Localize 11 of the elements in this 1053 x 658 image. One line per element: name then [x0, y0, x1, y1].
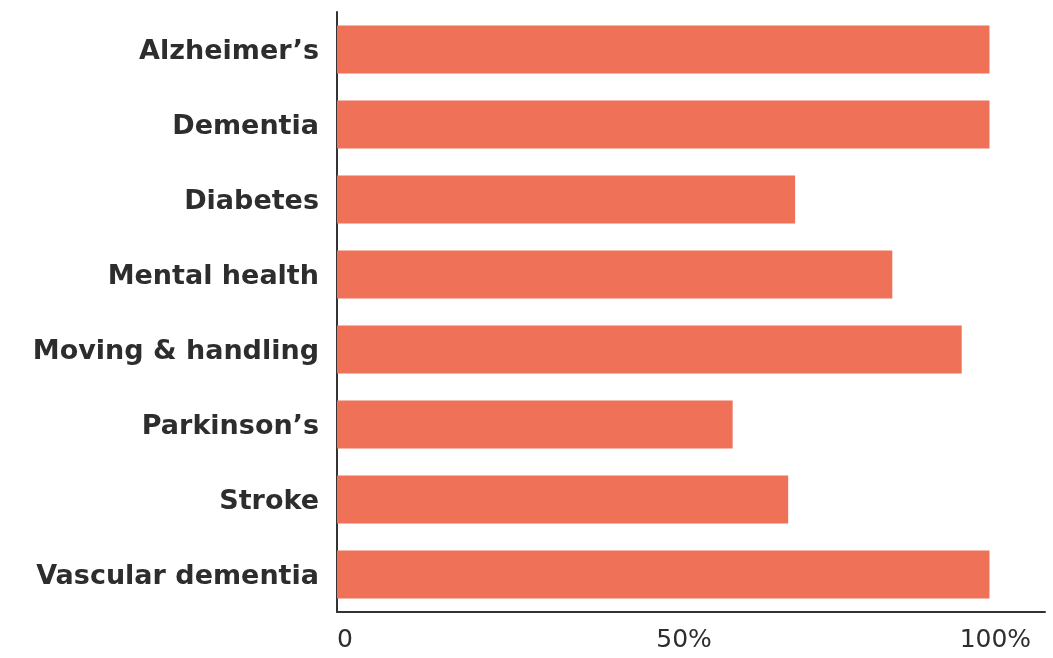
x-tick-label: 100% — [959, 624, 1032, 653]
y-tick-label: Dementia — [172, 109, 319, 140]
y-tick-label: Diabetes — [184, 184, 319, 215]
y-tick-label: Vascular dementia — [36, 559, 319, 590]
y-tick-label: Alzheimer’s — [139, 34, 319, 65]
y-tick-label: Parkinson’s — [141, 409, 319, 440]
y-tick-label: Mental health — [107, 259, 319, 290]
x-tick-label: 0 — [337, 624, 353, 653]
y-tick-label: Moving & handling — [32, 334, 319, 365]
y-tick-label: Stroke — [219, 484, 319, 515]
x-tick-label: 50% — [656, 624, 712, 653]
